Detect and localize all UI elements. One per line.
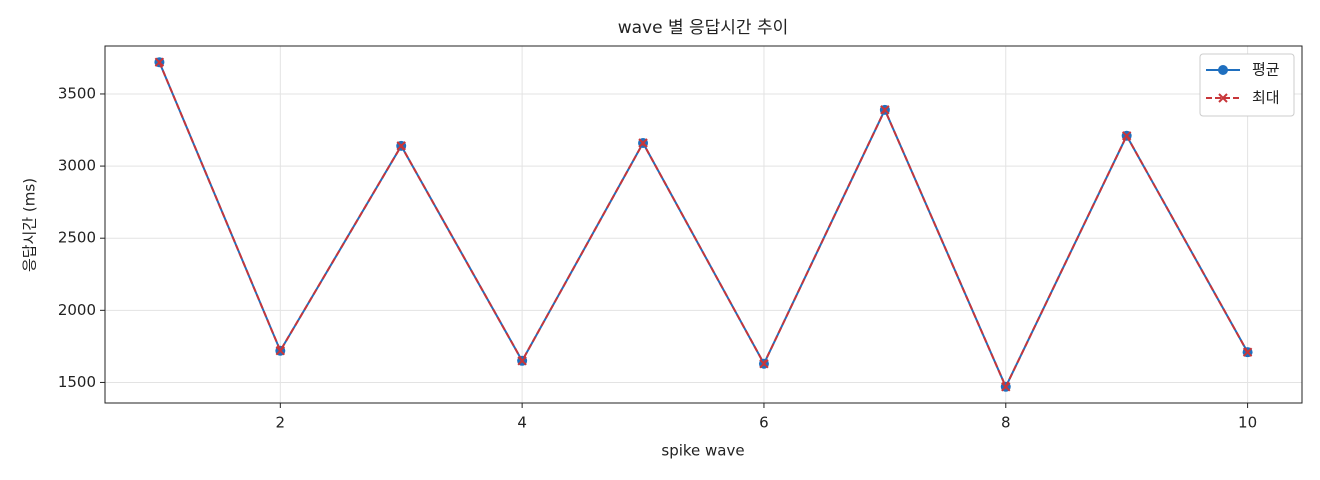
legend-marker (1218, 65, 1228, 75)
legend-marker (1218, 93, 1228, 103)
marker (1242, 347, 1253, 357)
y-tick-label: 1500 (58, 373, 96, 391)
x-tick-label: 8 (1001, 414, 1011, 432)
y-tick-label: 3500 (58, 84, 96, 102)
series-line (158, 61, 1249, 390)
y-tick-label: 2000 (58, 301, 96, 319)
marker (1121, 131, 1132, 141)
marker (638, 138, 648, 148)
marker (759, 358, 769, 369)
legend-label: 평균 (1252, 61, 1280, 79)
x-tick-label: 6 (759, 414, 769, 432)
x-tick-label: 2 (276, 414, 286, 432)
plot-frame (104, 45, 1303, 404)
marker (275, 346, 286, 356)
marker (396, 141, 406, 151)
x-axis-label: spike wave (661, 442, 744, 460)
chart-title: wave 별 응답시간 추이 (618, 18, 789, 38)
marker (517, 356, 527, 366)
x-tick-label: 4 (517, 414, 527, 432)
marker (880, 105, 890, 115)
y-axis-label: 응답시간 (ms) (21, 178, 39, 272)
marker (154, 57, 165, 67)
marker (1001, 382, 1011, 392)
legend-box (1199, 53, 1295, 117)
x-tick-label: 10 (1238, 414, 1257, 432)
y-tick-label: 3000 (58, 157, 96, 175)
y-tick-label: 2500 (58, 229, 96, 247)
legend-label: 최대 (1252, 89, 1280, 107)
